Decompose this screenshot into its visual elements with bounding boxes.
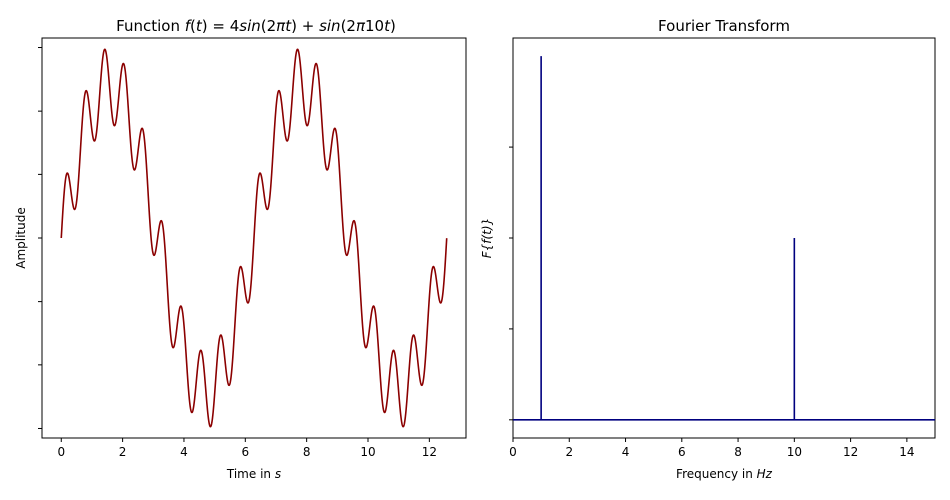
y-axis-label: F{f(t)}	[480, 218, 494, 258]
x-tick-label: 2	[119, 445, 127, 459]
x-tick-label: 8	[734, 445, 742, 459]
x-axis-ticks: 0 2 4 6 8 10 12 14	[509, 438, 915, 459]
title-formula-part: t	[196, 17, 203, 35]
chart-title: Fourier Transform	[658, 17, 790, 35]
title-formula-part: f	[185, 17, 193, 35]
x-axis-ticks: 0 2 4 6 8 10 12	[57, 438, 437, 459]
x-tick-label: 0	[509, 445, 517, 459]
time-domain-chart: Function f(t) = 4sin(2πt) + sin(2π10t) 0…	[14, 17, 467, 481]
chart-title: Function f(t) = 4sin(2πt) + sin(2π10t)	[116, 17, 396, 35]
title-formula-part: 10	[365, 17, 384, 35]
title-formula-part: ) = 4	[202, 17, 240, 35]
y-axis-label: Amplitude	[14, 207, 28, 269]
title-formula-part: (2	[341, 17, 356, 35]
plot-area	[512, 37, 936, 439]
title-formula-part: sin	[319, 17, 341, 35]
title-formula-part: ) +	[291, 17, 319, 35]
title-formula-part: πt	[276, 17, 292, 35]
title-prefix: Function	[116, 17, 185, 35]
series-line-signal	[60, 48, 448, 428]
x-tick-label: 10	[360, 445, 375, 459]
y-axis-ticks	[509, 146, 513, 421]
x-tick-label: 12	[843, 445, 858, 459]
x-tick-label: 4	[622, 445, 630, 459]
x-tick-label: 6	[241, 445, 249, 459]
x-tick-label: 2	[565, 445, 573, 459]
title-formula-part: t	[384, 17, 391, 35]
x-tick-label: 8	[303, 445, 311, 459]
y-axis-ticks	[38, 47, 42, 429]
x-tick-label: 4	[180, 445, 188, 459]
x-axis-label: Frequency in Hz	[676, 467, 773, 481]
x-tick-label: 14	[899, 445, 914, 459]
x-axis-label: Time in s	[226, 467, 281, 481]
frequency-domain-chart: Fourier Transform 0 2 4 6 8 10 12 14 Frequency …	[480, 17, 936, 481]
title-formula-part: sin	[239, 17, 261, 35]
title-formula-part: π	[356, 17, 366, 35]
fourier-series	[513, 56, 935, 421]
x-tick-label: 0	[57, 445, 65, 459]
x-tick-label: 12	[422, 445, 437, 459]
title-formula-part: )	[390, 17, 396, 35]
x-tick-label: 10	[787, 445, 802, 459]
x-tick-label: 6	[678, 445, 686, 459]
title-formula-part: (	[190, 17, 196, 35]
title-formula-part: (2	[261, 17, 276, 35]
